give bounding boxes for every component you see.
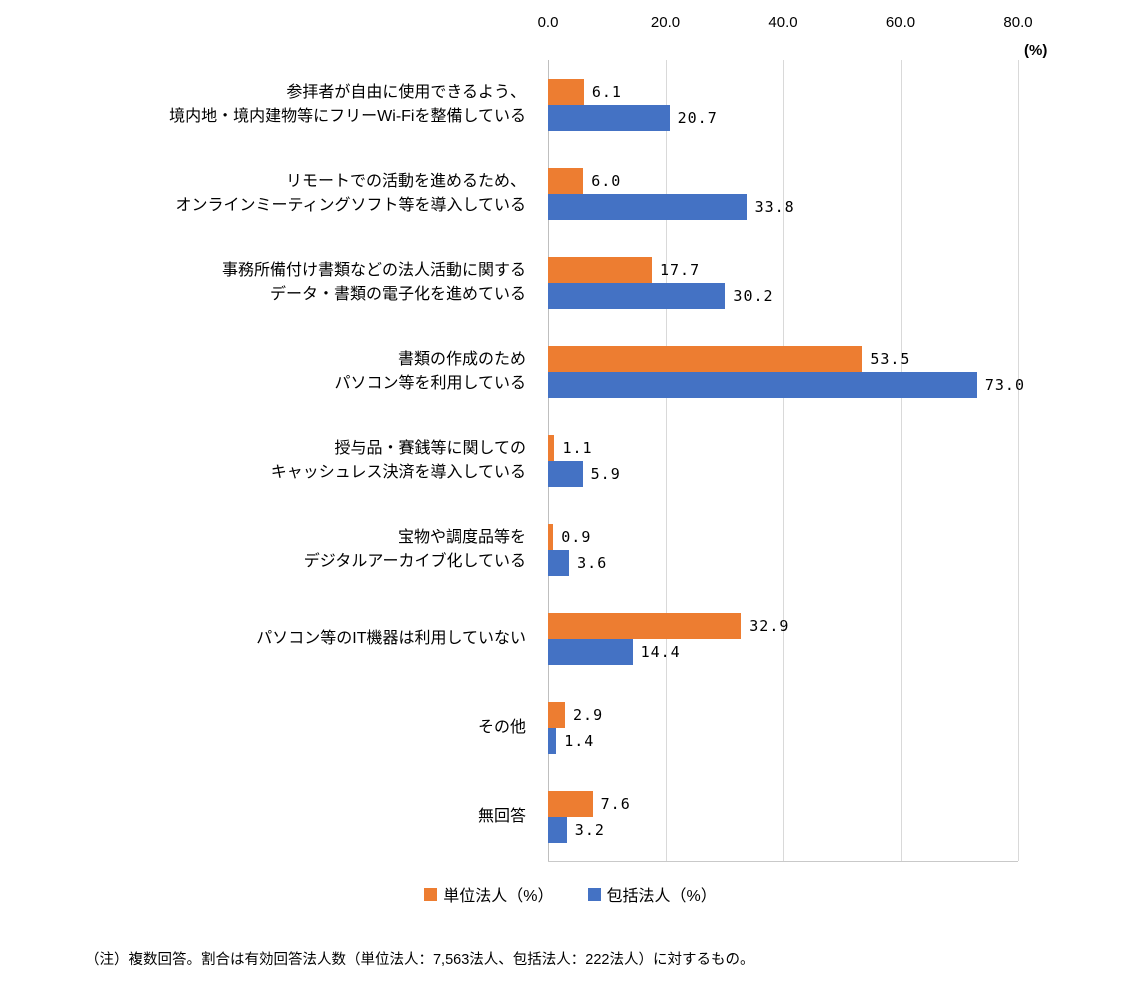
bar-value-label: 14.4 [640,642,681,661]
bar-value-label: 20.7 [677,108,718,127]
category-label-line: 授与品・賽銭等に関しての [334,439,526,457]
bar-series-1 [548,256,652,283]
x-tick-label: 80.0 [1003,14,1033,31]
category-label-line: パソコン等を利用している [334,374,526,392]
bar-series-2 [548,816,567,843]
bar-value-label: 7.6 [600,794,631,813]
x-tick-label: 60.0 [885,14,916,31]
category-label: 書類の作成のためパソコン等を利用している [0,327,536,416]
bar-series-2 [548,371,977,398]
legend-item-1: 単位法人（%） [424,882,554,906]
gridline [783,60,784,861]
bar-series-2 [548,193,747,220]
category-label: 事務所備付け書類などの法人活動に関するデータ・書類の電子化を進めている [0,238,536,327]
legend-swatch [424,887,438,901]
category-label-line: 境内地・境内建物等にフリーWi-Fiを整備している [169,107,526,125]
footnote: （注）複数回答。割合は有効回答法人数（単位法人：7,563法人、包括法人：222… [85,952,755,968]
category-label: 授与品・賽銭等に関してのキャッシュレス決済を導入している [0,416,536,505]
category-label: パソコン等のIT機器は利用していない [0,594,536,683]
bar-value-label: 5.9 [590,464,621,483]
bar-value-label: 3.6 [577,553,608,572]
chart-row: 17.7 30.2 [548,238,1018,327]
category-label-line: 参拝者が自由に使用できるよう、 [286,83,526,101]
chart-row: 53.5 73.0 [548,327,1024,416]
chart-row: 6.0 33.8 [548,149,1018,238]
bar-value-label: 17.7 [659,260,701,279]
category-label-line: デジタルアーカイブ化している [303,552,526,570]
bar-series-1 [548,612,742,639]
chart-row: 0.9 3.6 [548,505,1018,594]
legend: 単位法人（%） 包括法人（%） [0,882,1141,906]
bar-value-label: 2.9 [573,705,604,724]
legend-item-2: 包括法人（%） [587,882,717,906]
bar-series-2 [548,104,670,131]
legend-label: 包括法人（%） [606,888,717,905]
bar-series-1 [548,701,566,728]
category-label: 参拝者が自由に使用できるよう、境内地・境内建物等にフリーWi-Fiを整備している [0,60,536,149]
category-label-line: 宝物や調度品等を [397,528,526,546]
bar-value-label: 6.0 [591,171,622,190]
bar-series-2 [548,549,570,576]
bar-value-label: 6.1 [591,82,622,101]
x-tick-label: 20.0 [650,14,681,31]
gridline [1018,60,1019,861]
bar-value-label: 30.2 [733,286,774,305]
legend-swatch [587,887,601,901]
chart-row: 32.9 14.4 [548,594,1018,683]
category-label-line: パソコン等のIT機器は利用していない [256,629,526,647]
bar-series-1 [548,78,584,105]
bar-series-1 [548,345,863,372]
plot-area: 6.1 20.7 6.0 33.8 17.7 30.2 53.5 73.0 1.1 5.9 0.9 3… [548,60,1024,862]
category-label: 宝物や調度品等をデジタルアーカイブ化している [0,505,536,594]
category-labels: 参拝者が自由に使用できるよう、境内地・境内建物等にフリーWi-Fiを整備している… [0,60,536,861]
unit-label: (%) [1024,42,1048,59]
category-label-line: 事務所備付け書類などの法人活動に関する [221,261,526,279]
gridline [665,60,667,861]
legend-label: 単位法人（%） [443,888,554,905]
chart-row: 1.1 5.9 [548,416,1018,505]
category-label: その他 [0,683,536,772]
category-label-line: その他 [477,718,526,736]
category-label: 無回答 [0,772,536,861]
bar-series-1 [548,167,584,194]
bar-value-label: 0.9 [561,527,592,546]
bar-value-label: 53.5 [870,349,911,368]
chart-row: 2.9 1.4 [548,683,1018,772]
category-label: リモートでの活動を進めるため、オンラインミーティングソフト等を導入している [0,149,536,238]
category-label-line: データ・書類の電子化を進めている [269,285,526,303]
bar-series-1 [548,434,555,461]
x-tick-label: 40.0 [768,14,798,31]
x-tick-label: 0.0 [537,14,559,31]
bar-value-label: 32.9 [749,616,790,635]
bar-series-1 [548,523,554,550]
bar-series-2 [548,727,557,754]
bar-value-label: 1.4 [564,731,595,750]
gridline [900,60,902,861]
bar-value-label: 33.8 [754,197,795,216]
chart-row: 7.6 3.2 [548,772,1018,861]
bar-series-2 [548,638,633,665]
category-label-line: リモートでの活動を進めるため、 [285,172,526,190]
bar-value-label: 3.2 [574,820,605,839]
bar-series-1 [548,790,593,817]
category-label-line: キャッシュレス決済を導入している [270,463,526,481]
category-label-line: オンラインミーティングソフト等を導入している [175,196,526,214]
x-axis-ticks: 0.0 20.0 40.0 60.0 80.0 [538,14,1033,36]
bar-series-2 [548,460,583,487]
category-label-line: 無回答 [477,807,526,825]
bar-series-2 [548,282,726,309]
bar-value-label: 73.0 [984,375,1025,394]
bar-value-label: 1.1 [562,438,593,457]
chart-row: 6.1 20.7 [548,60,1018,149]
category-label-line: 書類の作成のため [397,350,526,368]
